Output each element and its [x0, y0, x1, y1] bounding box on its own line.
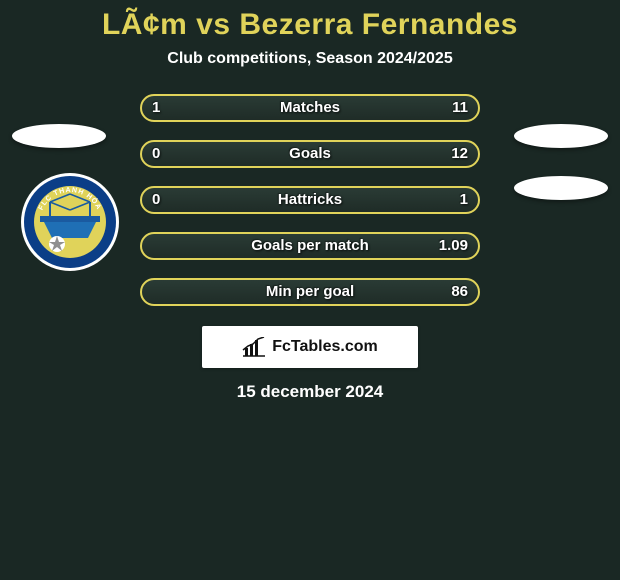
player-avatar-left-placeholder — [12, 124, 106, 148]
brand-box[interactable]: FcTables.com — [202, 326, 418, 368]
stat-row: Goals per match1.09 — [140, 232, 480, 260]
player-avatar-right-secondary-placeholder — [514, 176, 608, 200]
stat-row: 0Hattricks1 — [140, 186, 480, 214]
stat-value-right: 12 — [441, 142, 478, 166]
comparison-card: LÃ¢m vs Bezerra Fernandes Club competiti… — [0, 0, 620, 402]
stat-row: 1Matches11 — [140, 94, 480, 122]
brand-text: FcTables.com — [272, 338, 378, 356]
stat-label: Goals per match — [142, 234, 478, 258]
stat-value-right: 11 — [442, 96, 478, 120]
stat-value-right: 1 — [450, 188, 478, 212]
date-label: 15 december 2024 — [0, 382, 620, 402]
stat-label: Hattricks — [142, 188, 478, 212]
stat-label: Min per goal — [142, 280, 478, 304]
stat-row: Min per goal86 — [140, 278, 480, 306]
club-badge-left: FLC THANH HÓA — [20, 172, 120, 272]
club-badge-icon: FLC THANH HÓA — [20, 172, 120, 272]
stat-value-right: 1.09 — [429, 234, 478, 258]
page-title: LÃ¢m vs Bezerra Fernandes — [0, 8, 620, 42]
stat-label: Matches — [142, 96, 478, 120]
stat-label: Goals — [142, 142, 478, 166]
player-avatar-right-placeholder — [514, 124, 608, 148]
stat-value-right: 86 — [441, 280, 478, 304]
page-subtitle: Club competitions, Season 2024/2025 — [0, 50, 620, 68]
stat-row: 0Goals12 — [140, 140, 480, 168]
chart-bar-icon — [242, 337, 266, 357]
